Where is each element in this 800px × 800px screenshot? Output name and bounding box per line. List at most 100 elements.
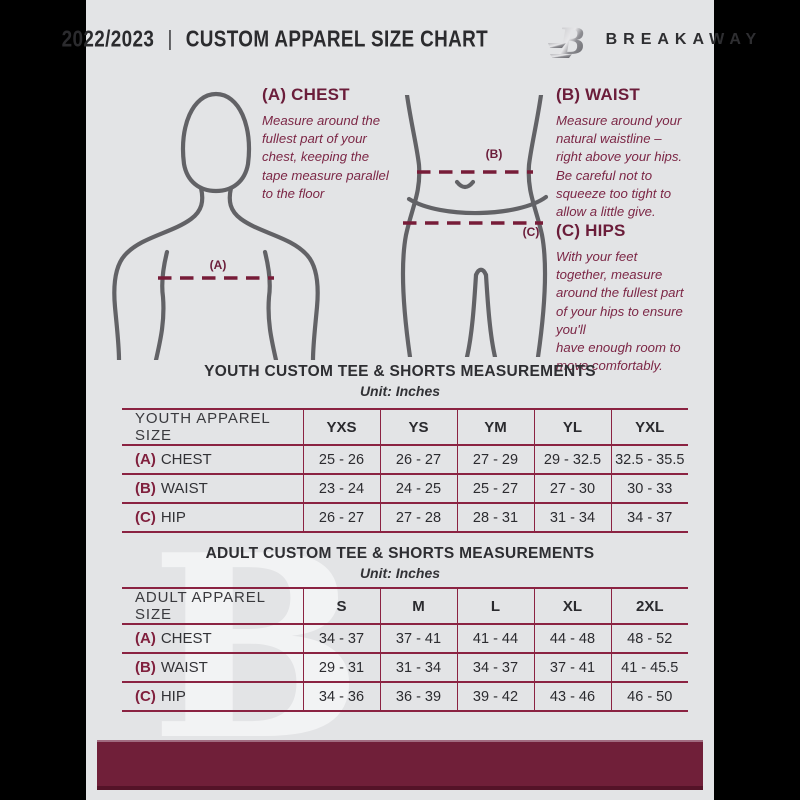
row-letter: (A) — [135, 451, 156, 468]
measurement-cell: 46 - 50 — [610, 682, 688, 711]
row-letter: (B) — [135, 480, 156, 497]
left-hip-outline — [400, 95, 422, 357]
measurement-row: (B) WAIST 23 - 24 24 - 25 25 - 27 27 - 30 30 -… — [122, 474, 688, 503]
measurement-cell: 36 - 39 — [379, 682, 457, 711]
youth-unit-label: Unit: Inches — [359, 383, 441, 399]
lower-body-figure — [400, 95, 549, 357]
size-column-header: YL — [533, 409, 611, 445]
adult-size-table: ADULT APPAREL SIZE S M L XL 2XL (A) CHEST 34 - 3… — [122, 587, 688, 712]
size-header-row: YOUTH APPAREL SIZE YXS YS YM YL YXL — [122, 409, 688, 445]
measurement-cell: 34 - 37 — [610, 503, 688, 532]
adult-unit-label: Unit: Inches — [359, 565, 441, 581]
waist-line-label: (B) — [485, 147, 503, 161]
measurement-cell: 30 - 33 — [610, 474, 688, 503]
measurement-cell: 29 - 32.5 — [533, 445, 611, 474]
measurement-row: (B) WAIST 29 - 31 31 - 34 34 - 37 37 - 41 41 -… — [122, 653, 688, 682]
row-label: (C) HIP — [135, 509, 186, 526]
row-letter: (C) — [135, 509, 156, 526]
size-column-header: XL — [533, 588, 611, 624]
row-label: (C) HIP — [135, 688, 186, 705]
chest-line-label: (A) — [209, 258, 227, 272]
row-label: (B) WAIST — [135, 480, 208, 497]
measurement-cell: 26 - 27 — [302, 503, 380, 532]
left-inner-arm — [153, 249, 170, 360]
measurement-cell: 27 - 30 — [533, 474, 611, 503]
measurement-cell: 34 - 37 — [456, 653, 534, 682]
measurement-cell: 25 - 27 — [456, 474, 534, 503]
right-inner-arm — [262, 249, 279, 360]
waist-guide-body: Measure around your natural waistline – … — [556, 113, 683, 220]
measurement-cell: 37 - 41 — [379, 624, 457, 653]
logo-swoosh-upper — [547, 43, 566, 48]
upper-body-figure — [112, 91, 320, 360]
measurement-cell: 28 - 31 — [456, 503, 534, 532]
row-letter: (A) — [135, 630, 156, 647]
row-letter: (B) — [135, 659, 156, 676]
header: 2022/2023 | CUSTOM APPAREL SIZE CHART B — [62, 14, 757, 66]
measurement-cell: 39 - 42 — [456, 682, 534, 711]
youth-size-table: YOUTH APPAREL SIZE YXS YS YM YL YXL (A) CHEST 25… — [122, 408, 688, 533]
hip-curve — [406, 194, 549, 216]
hips-guide: (C) HIPS With your feet together, measur… — [556, 221, 716, 376]
row-letter: (C) — [135, 688, 156, 705]
measurement-cell: 44 - 48 — [533, 624, 611, 653]
measurement-cell: 37 - 41 — [533, 653, 611, 682]
navel-mark — [454, 179, 476, 190]
measurement-cell: 41 - 45.5 — [610, 653, 688, 682]
chest-guide: (A) CHEST Measure around the fullest par… — [262, 85, 422, 203]
size-column-header: YXL — [610, 409, 688, 445]
row-label: (B) WAIST — [135, 659, 208, 676]
hip-line-label: (C) — [522, 225, 540, 239]
measurement-cell: 24 - 25 — [379, 474, 457, 503]
measurement-cell: 48 - 52 — [610, 624, 688, 653]
hips-guide-heading: (C) HIPS — [556, 221, 626, 240]
size-column-header: L — [456, 588, 534, 624]
brand-name: BREAKAWAY — [605, 31, 763, 48]
size-column-header: S — [302, 588, 380, 624]
measurement-cell: 27 - 29 — [456, 445, 534, 474]
measurement-cell: 31 - 34 — [379, 653, 457, 682]
size-column-header: YS — [379, 409, 457, 445]
measurement-cell: 34 - 37 — [302, 624, 380, 653]
row-label: (A) CHEST — [135, 451, 212, 468]
measurement-cell: 25 - 26 — [302, 445, 380, 474]
chest-guide-body: Measure around the fullest part of your … — [262, 113, 389, 201]
head-outline — [180, 91, 252, 194]
measurement-cell: 41 - 44 — [456, 624, 534, 653]
apparel-size-header: YOUTH APPAREL SIZE — [135, 410, 271, 444]
header-title-group: 2022/2023 | CUSTOM APPAREL SIZE CHART — [62, 27, 488, 53]
measurement-row: (A) CHEST 25 - 26 26 - 27 27 - 29 29 - 32.5 32… — [122, 445, 688, 474]
size-header-row: ADULT APPAREL SIZE S M L XL 2XL — [122, 588, 688, 624]
right-inner-leg — [483, 272, 498, 357]
apparel-size-header: ADULT APPAREL SIZE — [135, 589, 266, 623]
page-title: CUSTOM APPAREL SIZE CHART — [185, 26, 488, 53]
measurement-cell: 32.5 - 35.5 — [610, 445, 688, 474]
adult-section-title: ADULT CUSTOM TEE & SHORTS MEASUREMENTS — [205, 545, 595, 562]
logo-swoosh-lower — [549, 54, 572, 58]
breakaway-logo-icon: B — [547, 18, 584, 62]
left-shoulder-arm — [112, 185, 205, 360]
measurement-row: (C) HIP 26 - 27 27 - 28 28 - 31 31 - 34 34 - 3… — [122, 503, 688, 532]
size-column-header: M — [379, 588, 457, 624]
youth-section-title: YOUTH CUSTOM TEE & SHORTS MEASUREMENTS — [204, 363, 596, 380]
measurement-row: (C) HIP 34 - 36 36 - 39 39 - 42 43 - 46 46 - 5… — [122, 682, 688, 711]
waist-guide: (B) WAIST Measure around your natural wa… — [556, 85, 714, 221]
right-hip-outline — [526, 95, 548, 357]
measurement-cell: 43 - 46 — [533, 682, 611, 711]
measurement-cell: 31 - 34 — [533, 503, 611, 532]
measurement-cell: 23 - 24 — [302, 474, 380, 503]
row-label: (A) CHEST — [135, 630, 212, 647]
measurement-cell: 29 - 31 — [302, 653, 380, 682]
measurement-cell: 34 - 36 — [302, 682, 380, 711]
waist-guide-heading: (B) WAIST — [556, 85, 640, 104]
hips-guide-body: With your feet together, measure around … — [556, 249, 684, 374]
size-column-header: YM — [456, 409, 534, 445]
measurement-row: (A) CHEST 34 - 37 37 - 41 41 - 44 44 - 48 48 -… — [122, 624, 688, 653]
chest-guide-heading: (A) CHEST — [262, 85, 350, 104]
left-inner-leg — [464, 272, 479, 357]
right-shoulder-arm — [227, 185, 320, 360]
size-column-header: 2XL — [610, 588, 688, 624]
size-column-header: YXS — [302, 409, 380, 445]
season-year: 2022/2023 — [61, 26, 155, 53]
